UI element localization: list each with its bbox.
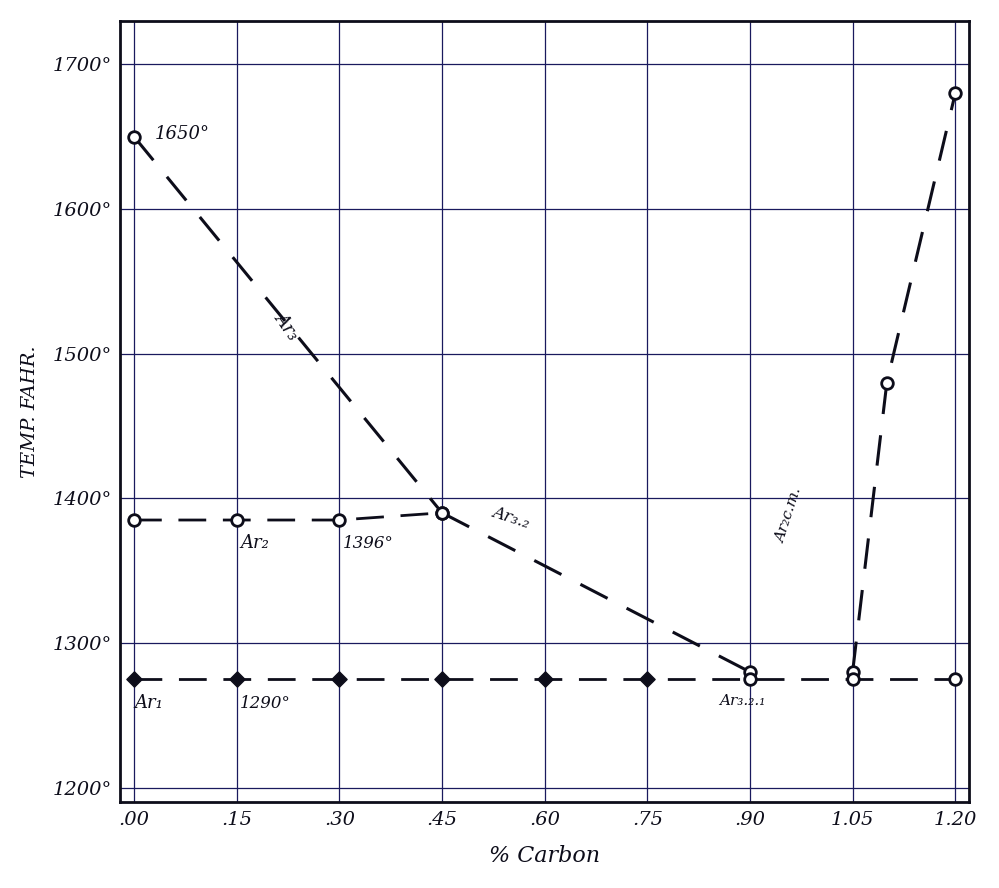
Point — [844, 672, 860, 686]
Point — [844, 665, 860, 679]
Point — [434, 672, 450, 686]
Point — [947, 672, 963, 686]
Point — [639, 672, 655, 686]
Text: Ar₃: Ar₃ — [271, 309, 302, 343]
Point — [947, 86, 963, 100]
Point — [126, 513, 142, 527]
Text: Ar₂: Ar₂ — [240, 534, 269, 551]
Point — [536, 672, 552, 686]
Point — [126, 672, 142, 686]
Text: Ar₃.₂.₁: Ar₃.₂.₁ — [719, 694, 765, 709]
Text: 1396°: 1396° — [343, 535, 394, 551]
Y-axis label: TEMP. FAHR.: TEMP. FAHR. — [21, 345, 39, 478]
Point — [126, 130, 142, 144]
Point — [229, 513, 245, 527]
Text: Ar₃.₂: Ar₃.₂ — [490, 503, 531, 531]
Text: 1290°: 1290° — [240, 695, 291, 712]
Text: Ar₂c.m.: Ar₂c.m. — [774, 486, 805, 544]
Point — [332, 672, 348, 686]
Point — [229, 672, 245, 686]
Text: Ar₁: Ar₁ — [134, 694, 163, 712]
Point — [879, 376, 895, 390]
Point — [742, 672, 758, 686]
Point — [332, 513, 348, 527]
Point — [434, 505, 450, 519]
Point — [742, 665, 758, 679]
Point — [434, 505, 450, 519]
X-axis label: % Carbon: % Carbon — [490, 845, 600, 868]
Text: 1650°: 1650° — [155, 125, 210, 144]
